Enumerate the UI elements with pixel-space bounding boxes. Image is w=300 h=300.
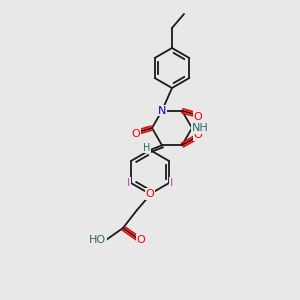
Text: I: I [127,178,130,188]
Text: NH: NH [192,123,208,133]
Text: HO: HO [89,235,106,245]
Text: H: H [143,143,151,153]
Text: O: O [194,112,202,122]
Text: N: N [158,106,166,116]
Text: O: O [146,189,154,199]
Text: O: O [132,129,140,139]
Text: O: O [136,235,146,245]
Text: O: O [194,130,202,140]
Text: I: I [169,178,173,188]
